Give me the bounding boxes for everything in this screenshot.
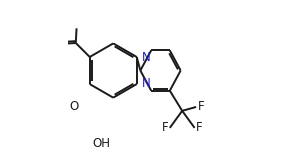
Text: OH: OH [93, 137, 110, 150]
Text: N: N [142, 77, 151, 90]
Text: N: N [142, 51, 151, 64]
Text: F: F [196, 121, 203, 134]
Text: F: F [198, 100, 204, 113]
Text: O: O [69, 100, 78, 113]
Text: F: F [162, 121, 168, 134]
